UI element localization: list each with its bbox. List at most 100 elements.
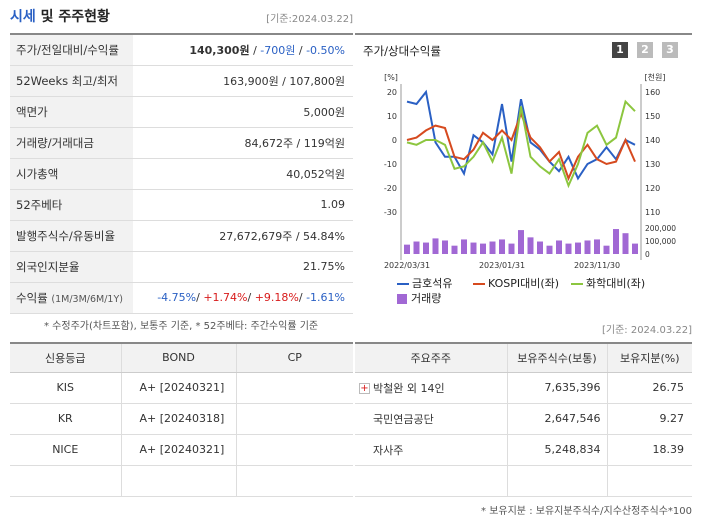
title-rest: 및 주주현황 <box>35 9 110 25</box>
volume-bar <box>632 243 638 254</box>
volume-bar <box>442 240 448 254</box>
table-row: NICE A+ [20240321] <box>10 434 353 466</box>
table-row: KIS A+ [20240321] <box>10 372 353 404</box>
quote-label-text: 액면가 <box>16 104 48 119</box>
left-tick-label: -10 <box>384 160 397 169</box>
holder-pct-cell: 9.27 <box>607 403 692 435</box>
volume-bar <box>613 229 619 254</box>
holder-shares-cell: 2,647,546 <box>507 403 608 435</box>
chart-page-3-button[interactable]: 3 <box>662 42 678 58</box>
left-tick-label: -30 <box>384 208 397 217</box>
quote-label: 52주베타 <box>10 189 133 221</box>
quote-value-part: / <box>247 291 255 304</box>
chart-title: 주가/상대수익률 <box>363 44 441 58</box>
volume-bar <box>489 241 496 254</box>
major-shareholders-table: 주요주주 보유주식수(보통) 보유지분(%) + 박철완 외 14인 7,635,3… <box>355 342 692 497</box>
holder-name-cell: + 박철완 외 14인 <box>355 372 508 404</box>
quote-value-part: -1.61% <box>306 291 345 304</box>
quote-row: 액면가 5,000원 <box>10 96 353 128</box>
volume-bar <box>451 245 458 254</box>
series-line-kospi-relative <box>406 110 636 182</box>
table-row <box>10 465 353 497</box>
holder-pct-cell: 18.39 <box>607 434 692 466</box>
quote-label-sub: (1M/3M/6M/1Y) <box>51 293 123 305</box>
volume-bar <box>575 242 581 254</box>
right-tick-label: 110 <box>645 208 660 217</box>
volume-bar <box>404 244 410 254</box>
quote-label: 주가/전일대비/수익률 <box>10 34 133 66</box>
quote-row: 시가총액 40,052억원 <box>10 158 353 190</box>
holder-name: 자사주 <box>373 443 404 457</box>
quote-value-part: / <box>295 43 307 57</box>
series-line-chem-relative <box>406 99 636 189</box>
table-row: 자사주 5,248,834 18.39 <box>355 434 692 466</box>
x-tick-label: 2023/11/30 <box>574 261 620 270</box>
col-header-pct: 보유지분(%) <box>607 343 692 373</box>
legend-swatch <box>473 283 485 285</box>
table-row: KR A+ [20240318] <box>10 403 353 435</box>
legend-swatch <box>397 283 409 285</box>
left-tick-label: 0 <box>392 136 397 145</box>
volume-bar <box>432 238 439 254</box>
quote-value: 40,052억원 <box>133 158 353 190</box>
x-tick-label: 2023/01/31 <box>479 261 525 270</box>
holder-name-cell <box>355 465 508 497</box>
quote-label: 외국인지분율 <box>10 251 133 283</box>
legend-item-chem: 화학대비(좌) <box>571 275 645 291</box>
holder-name-cell: 국민연금공단 <box>355 403 508 435</box>
quote-label-text: 거래량/거래대금 <box>16 135 94 150</box>
price-chart-panel: 주가/상대수익률 1 2 3 [%] [천원] 20 10 0 -10 -20 -30 160 1… <box>355 33 692 308</box>
quote-row: 주가/전일대비/수익률 140,300원 / -700원 / -0.50% <box>10 34 353 66</box>
quote-value: 27,672,679주 / 54.84% <box>133 220 353 252</box>
holder-pct-cell: 26.75 <box>607 372 692 404</box>
holder-name-cell: 자사주 <box>355 434 508 466</box>
quote-label: 거래량/거래대금 <box>10 127 133 159</box>
col-header-rating: 신용등급 <box>10 343 122 373</box>
col-header-holder: 주요주주 <box>355 343 508 373</box>
section-title: 시세 및 주주현황 [기준:2024.03.22] <box>10 6 353 28</box>
cp-rating-cell <box>236 465 353 497</box>
table-row: 국민연금공단 2,647,546 9.27 <box>355 403 692 435</box>
right-tick-label: 120 <box>645 184 660 193</box>
right-tick-label: 130 <box>645 160 660 169</box>
right-axis-unit: [천원] <box>645 72 666 82</box>
bond-rating-cell: A+ [20240318] <box>121 403 237 435</box>
volume-tick-label: 200,000 <box>645 224 676 233</box>
cp-rating-cell <box>236 434 353 466</box>
bond-rating-cell: A+ [20240321] <box>121 372 237 404</box>
legend-label: 거래량 <box>411 292 442 305</box>
volume-bar <box>508 243 515 254</box>
quote-label-text: 발행주식수/유동비율 <box>16 228 116 243</box>
base-date-2: [기준: 2024.03.22] <box>601 325 692 336</box>
holder-pct-cell <box>607 465 692 497</box>
quote-value-part: +9.18% <box>254 291 299 304</box>
volume-tick-label: 0 <box>645 250 650 259</box>
holder-shares-cell: 5,248,834 <box>507 434 608 466</box>
quote-value-part: / <box>196 291 204 304</box>
holder-name: 국민연금공단 <box>373 412 434 426</box>
volume-bar <box>499 239 505 254</box>
quote-row: 거래량/거래대금 84,672주 / 119억원 <box>10 127 353 159</box>
chart-page-1-button[interactable]: 1 <box>612 42 628 58</box>
expand-plus-icon[interactable]: + <box>359 383 370 394</box>
quote-row: 52Weeks 최고/최저 163,900원 / 107,800원 <box>10 65 353 97</box>
quote-value-part: -700원 <box>260 43 296 57</box>
left-axis-unit: [%] <box>384 73 398 82</box>
chart-page-2-button[interactable]: 2 <box>637 42 653 58</box>
legend-swatch <box>571 283 583 285</box>
right-tick-label: 140 <box>645 136 660 145</box>
quote-label-text: 시가총액 <box>16 166 59 181</box>
price-chart: [%] [천원] 20 10 0 -10 -20 -30 160 150 140 130 120 110 2… <box>384 72 676 270</box>
quote-label-text: 52주베타 <box>16 197 63 212</box>
volume-bar <box>584 240 591 254</box>
credit-agency-cell: NICE <box>10 434 122 466</box>
quote-value: 84,672주 / 119억원 <box>133 127 353 159</box>
volume-bar <box>556 240 562 254</box>
quote-value-part: 140,300원 <box>189 43 250 57</box>
col-header-shares: 보유주식수(보통) <box>507 343 608 373</box>
credit-agency-cell: KIS <box>10 372 122 404</box>
bond-rating-cell <box>121 465 237 497</box>
legend-label: 화학대비(좌) <box>586 277 646 290</box>
quote-label-text: 수익률 <box>16 290 48 305</box>
holder-name: 박철완 외 14인 <box>373 381 445 395</box>
